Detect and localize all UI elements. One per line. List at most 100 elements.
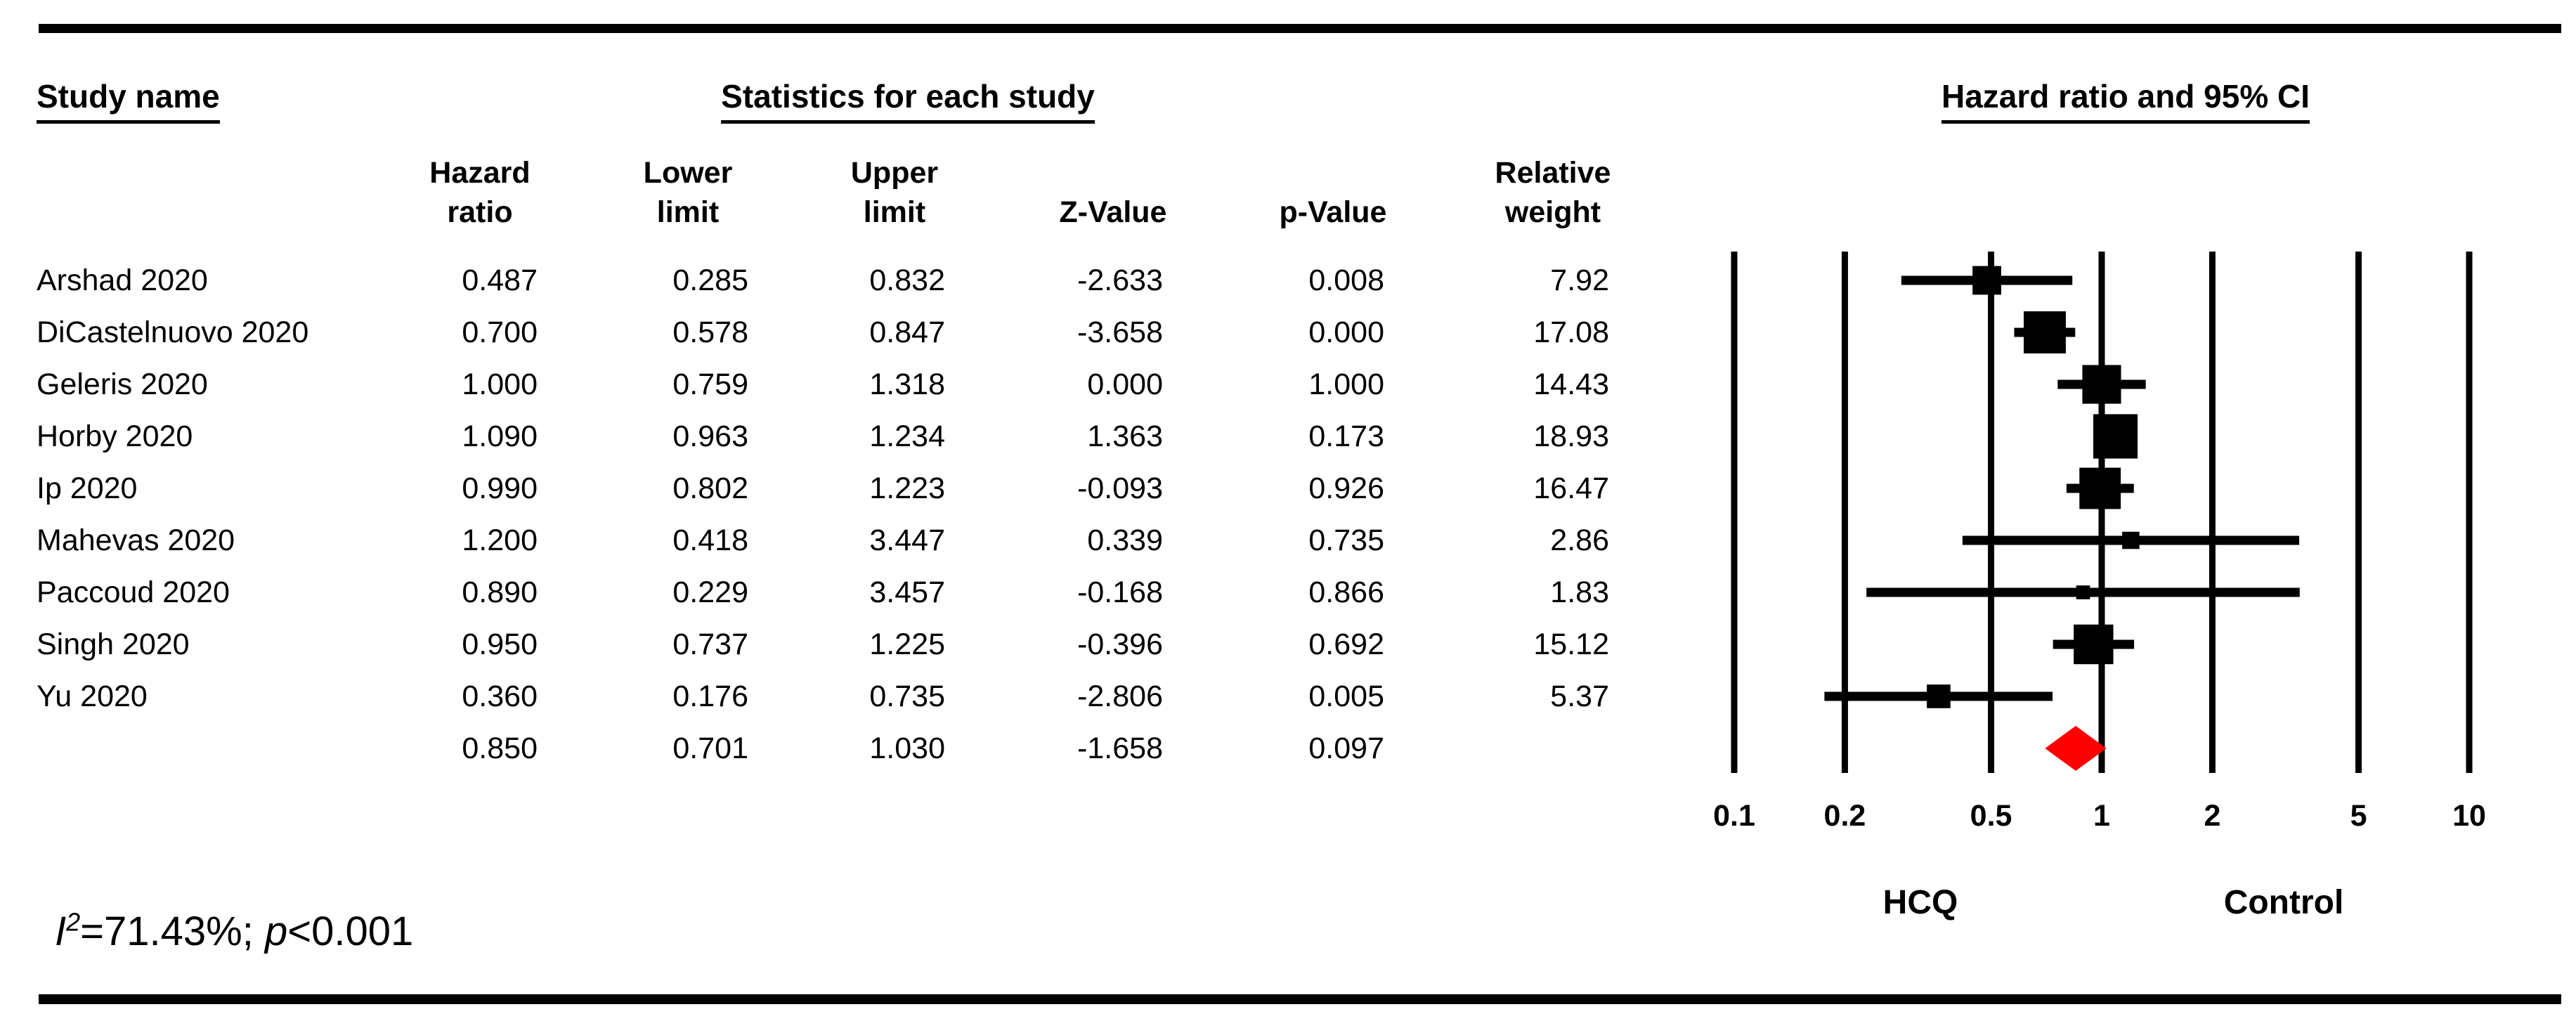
hazard-ratio-plot-header: Hazard ratio and 95% CI: [1941, 77, 2310, 124]
study-name: Mahevas 2020: [37, 523, 235, 557]
col-header-z-value: Z-Value: [1059, 195, 1167, 229]
relative-weight-cell: 15.12: [1533, 627, 1609, 661]
hazard-ratio-cell: 1.200: [462, 523, 538, 557]
lower-limit-cell: 0.802: [672, 472, 748, 505]
lower-limit-cell: 0.285: [672, 264, 748, 297]
p-value-cell: 0.008: [1308, 264, 1384, 297]
hazard-ratio-cell: 0.700: [462, 316, 538, 349]
axis-tick-label: 2: [2204, 799, 2220, 833]
axis-tick-label: 0.1: [1713, 799, 1755, 833]
relative-weight-cell: 16.47: [1533, 472, 1609, 505]
study-table-rows: Arshad 2020 0.487 0.285 0.832 -2.633 0.008 7.9…: [0, 254, 1686, 780]
upper-limit-cell: 1.225: [869, 627, 945, 661]
hazard-ratio-cell: 1.000: [462, 368, 538, 401]
hazard-ratio-cell: 0.850: [462, 731, 538, 765]
lower-limit-cell: 0.176: [672, 679, 748, 713]
lower-limit-cell: 0.701: [672, 731, 748, 765]
upper-limit-cell: 1.318: [869, 368, 945, 401]
upper-limit-cell: 1.223: [869, 472, 945, 505]
table-row: DiCastelnuovo 2020 0.700 0.578 0.847 -3.658 0…: [0, 306, 1686, 358]
i-squared-exponent: 2: [66, 907, 81, 937]
p-value-cell: 0.005: [1308, 679, 1384, 713]
study-name: Singh 2020: [37, 627, 190, 661]
z-value-cell: -0.093: [1077, 472, 1163, 505]
study-name: Arshad 2020: [37, 264, 208, 297]
hr-square: [2074, 624, 2114, 665]
col-header-lower-limit: Lower limit: [643, 156, 733, 229]
upper-limit-cell: 0.735: [869, 679, 945, 713]
top-border-rule: [39, 24, 2561, 33]
hazard-ratio-cell: 0.890: [462, 575, 538, 609]
lower-limit-cell: 0.963: [672, 420, 748, 453]
hr-square: [2122, 531, 2140, 549]
bottom-border-rule: [39, 994, 2561, 1004]
hazard-ratio-cell: 0.487: [462, 264, 538, 297]
table-row: Yu 2020 0.360 0.176 0.735 -2.806 0.005 5.37: [0, 670, 1686, 722]
p-value-cell: 1.000: [1308, 368, 1384, 401]
hr-square: [1927, 684, 1951, 708]
p-threshold: <0.001: [287, 909, 414, 954]
hr-square: [2076, 585, 2090, 599]
upper-limit-cell: 3.457: [869, 575, 945, 609]
p-value-cell: 0.173: [1308, 420, 1384, 453]
z-value-cell: -0.168: [1077, 575, 1163, 609]
col-header-hazard-ratio: Hazard ratio: [429, 156, 531, 229]
hr-square: [1972, 266, 2001, 295]
upper-limit-cell: 3.447: [869, 523, 945, 557]
upper-limit-cell: 0.832: [869, 264, 945, 297]
axis-tick-label: 10: [2452, 799, 2486, 833]
table-row: Geleris 2020 1.000 0.759 1.318 0.000 1.000 14.…: [0, 358, 1686, 410]
axis-tick-label: 0.5: [1970, 799, 2012, 833]
relative-weight-cell: 5.37: [1550, 679, 1609, 713]
z-value-cell: -2.633: [1077, 264, 1163, 297]
hazard-ratio-cell: 0.990: [462, 472, 538, 505]
lower-limit-cell: 0.737: [672, 627, 748, 661]
control-group-label: Control: [2224, 884, 2344, 921]
hr-square: [2079, 467, 2121, 509]
upper-limit-cell: 0.847: [869, 316, 945, 349]
z-value-cell: -0.396: [1077, 627, 1163, 661]
table-row: Arshad 2020 0.487 0.285 0.832 -2.633 0.008 7.9…: [0, 254, 1686, 306]
z-value-cell: 0.000: [1087, 368, 1163, 401]
i-squared-symbol: I: [55, 909, 67, 954]
statistics-section-header: Statistics for each study: [721, 77, 1095, 124]
p-value-cell: 0.866: [1308, 575, 1384, 609]
col-header-upper-limit: Upper limit: [850, 156, 939, 229]
z-value-cell: -2.806: [1077, 679, 1163, 713]
relative-weight-cell: 14.43: [1533, 368, 1609, 401]
z-value-cell: -3.658: [1077, 316, 1163, 349]
p-value-cell: 0.097: [1308, 731, 1384, 765]
hr-square: [2093, 414, 2138, 459]
study-name: Yu 2020: [37, 679, 148, 713]
hazard-ratio-cell: 0.360: [462, 679, 538, 713]
p-value-cell: 0.000: [1308, 316, 1384, 349]
study-name: Geleris 2020: [37, 368, 208, 401]
lower-limit-cell: 0.578: [672, 316, 748, 349]
hcq-group-label: HCQ: [1883, 884, 1958, 921]
p-value-cell: 0.926: [1308, 472, 1384, 505]
lower-limit-cell: 0.418: [672, 523, 748, 557]
hr-square: [2082, 365, 2121, 404]
z-value-cell: -1.658: [1077, 731, 1163, 765]
study-name: Paccoud 2020: [37, 575, 230, 609]
lower-limit-cell: 0.229: [672, 575, 748, 609]
upper-limit-cell: 1.030: [869, 731, 945, 765]
table-row: Mahevas 2020 1.200 0.418 3.447 0.339 0.735 2.8…: [0, 514, 1686, 566]
study-name: DiCastelnuovo 2020: [37, 316, 309, 349]
axis-tick-label: 0.2: [1824, 799, 1866, 833]
heterogeneity-note: I2=71.43%; p<0.001: [55, 908, 413, 955]
study-name: Ip 2020: [37, 472, 138, 505]
relative-weight-cell: 18.93: [1533, 420, 1609, 453]
p-value-cell: 0.692: [1308, 627, 1384, 661]
i-squared-value: =71.43%;: [80, 909, 265, 954]
table-row: Horby 2020 1.090 0.963 1.234 1.363 0.173 18.93: [0, 410, 1686, 462]
study-name: Horby 2020: [37, 420, 193, 453]
axis-tick-label: 1: [2093, 799, 2110, 833]
hr-square: [2024, 311, 2066, 353]
z-value-cell: 1.363: [1087, 420, 1163, 453]
relative-weight-cell: 7.92: [1550, 264, 1609, 297]
study-name-column-header: Study name: [37, 77, 220, 124]
col-header-relative-weight: Relative weight: [1495, 156, 1611, 229]
axis-tick-label: 5: [2350, 799, 2367, 833]
